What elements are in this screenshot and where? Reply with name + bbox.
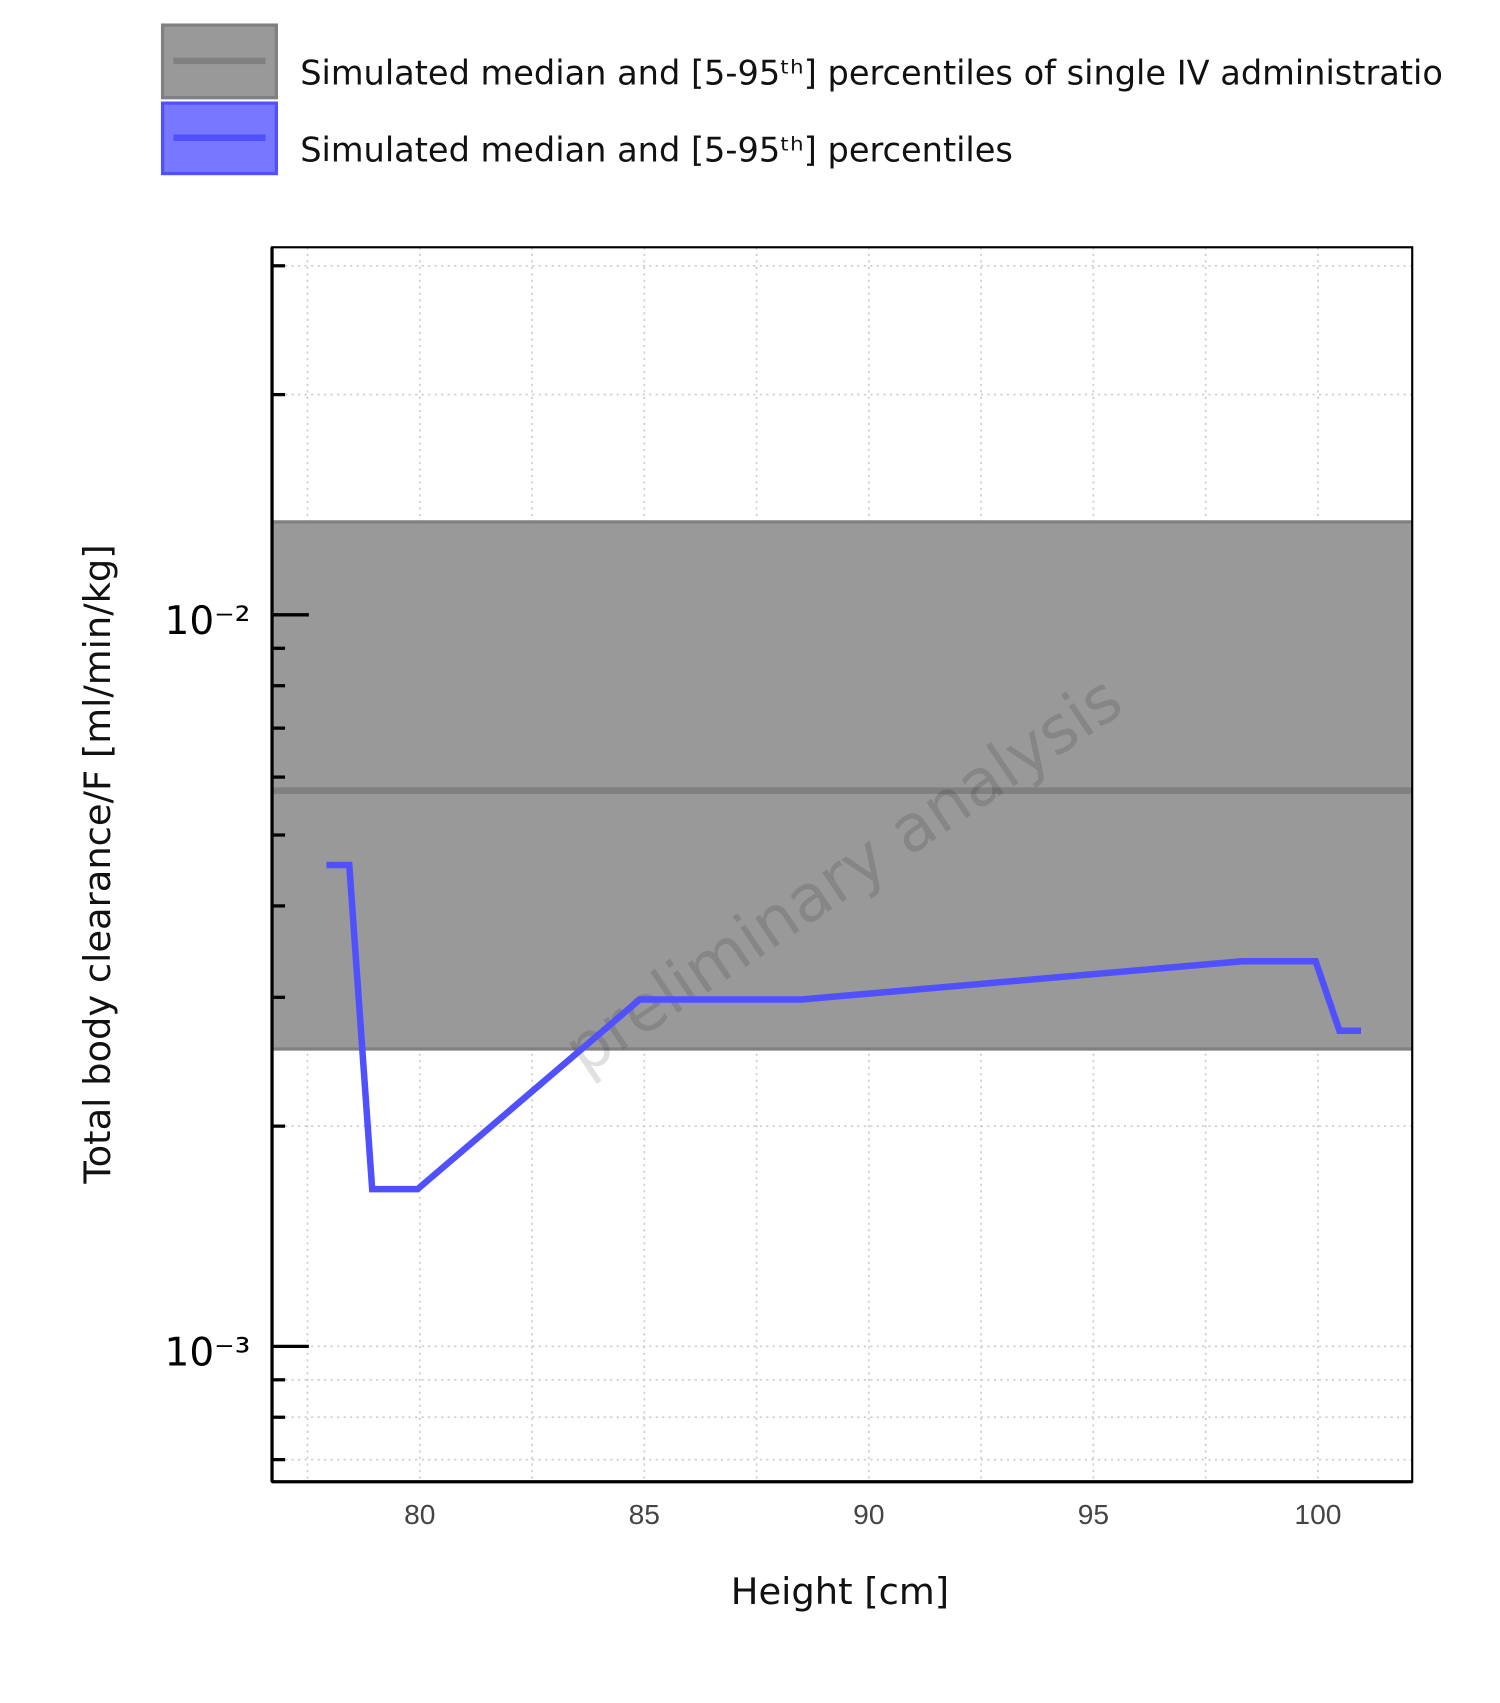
x-tick-label: 80 <box>404 1498 435 1530</box>
x-tick-label: 95 <box>1078 1498 1109 1530</box>
x-axis-title: Height [cm] <box>731 1570 949 1613</box>
legend-label: Simulated median and [5-95ᵗʰ] percentile… <box>300 53 1443 92</box>
y-tick-label: 10⁻³ <box>165 1331 251 1376</box>
legend-label: Simulated median and [5-95ᵗʰ] percentile… <box>300 130 1013 169</box>
y-axis-title: Total body clearance/F [ml/min/kg] <box>76 544 119 1184</box>
x-tick-label: 85 <box>629 1498 660 1530</box>
x-tick-label: 100 <box>1294 1498 1341 1530</box>
reference-band <box>272 521 1413 1049</box>
series-line <box>326 861 1362 1193</box>
x-tick-label: 90 <box>853 1498 884 1530</box>
y-tick-label: 10⁻² <box>165 599 251 644</box>
